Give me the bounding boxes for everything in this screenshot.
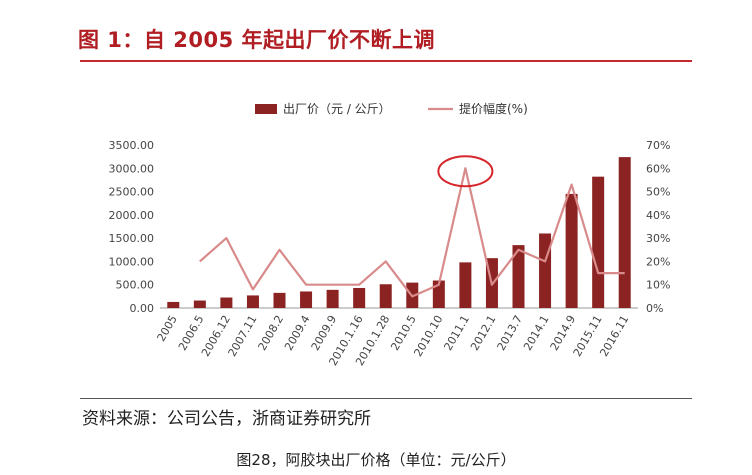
y-left-tick-label: 3000.00 — [109, 162, 155, 175]
increase-line — [199, 167, 625, 298]
title-rule — [80, 60, 692, 62]
source-note: 资料来源：公司公告，浙商证券研究所 — [82, 409, 371, 429]
bar — [326, 289, 339, 308]
bar — [220, 297, 233, 308]
bar — [459, 262, 472, 308]
bar — [432, 280, 445, 308]
bar — [353, 287, 366, 308]
y-left-tick-label: 2500.00 — [109, 186, 155, 199]
y-left-tick-label: 500.00 — [116, 279, 155, 292]
bar — [539, 233, 552, 308]
y-right-tick-label: 60% — [646, 162, 670, 175]
y-right-tick-label: 20% — [646, 255, 670, 268]
figure-caption: 图28，阿胶块出厂价格（单位：元/公斤） — [236, 451, 516, 469]
y-right-tick-label: 0% — [646, 302, 663, 315]
bar — [512, 245, 525, 308]
legend-bar-swatch — [255, 104, 277, 114]
bar — [246, 295, 259, 308]
bar — [618, 157, 631, 308]
chart-title: 图 1：自 2005 年起出厂价不断上调 — [78, 28, 435, 52]
legend-bar-label: 出厂价（元 / 公斤） — [283, 102, 391, 116]
bar — [592, 176, 605, 308]
bar — [300, 291, 313, 308]
y-right-tick-label: 40% — [646, 209, 670, 222]
bar — [273, 292, 286, 308]
y-left-tick-label: 1000.00 — [109, 255, 155, 268]
bar — [379, 284, 392, 308]
legend-line-label: 提价幅度(%) — [459, 101, 528, 116]
y-left-tick-label: 3500.00 — [109, 139, 155, 152]
bar — [565, 193, 578, 308]
y-left-tick-label: 0.00 — [130, 302, 155, 315]
highlight-circle — [437, 155, 494, 188]
y-left-tick-label: 2000.00 — [109, 209, 155, 222]
bar — [167, 301, 180, 308]
bar — [193, 300, 206, 308]
y-left-tick-label: 1500.00 — [109, 232, 155, 245]
source-rule — [80, 398, 692, 399]
y-right-tick-label: 30% — [646, 232, 670, 245]
x-tick-label: 2005 — [155, 313, 180, 344]
y-right-tick-label: 10% — [646, 279, 670, 292]
y-right-tick-label: 70% — [646, 139, 670, 152]
y-right-tick-label: 50% — [646, 186, 670, 199]
